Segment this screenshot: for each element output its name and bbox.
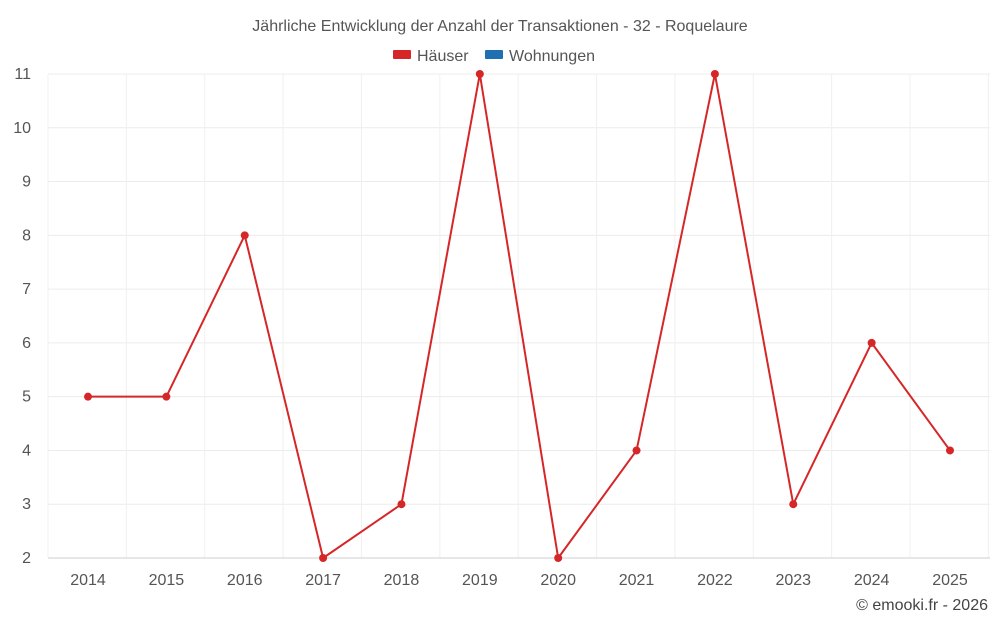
legend-item-wohnungen[interactable]: Wohnungen [485, 48, 595, 65]
data-point[interactable] [554, 554, 563, 562]
y-tick-label: 5 [22, 389, 31, 406]
data-point[interactable] [710, 70, 719, 78]
data-point[interactable] [632, 446, 641, 455]
data-point[interactable] [946, 446, 954, 455]
x-tick-label: 2019 [462, 572, 498, 589]
data-point[interactable] [240, 231, 249, 240]
x-tick-label: 2024 [854, 572, 890, 589]
data-point[interactable] [84, 392, 92, 401]
data-point[interactable] [867, 338, 876, 347]
y-tick-label: 8 [22, 227, 31, 244]
y-tick-label: 11 [14, 66, 31, 83]
series-haeuser [84, 70, 954, 562]
x-tick-label: 2025 [932, 572, 968, 589]
x-tick-label: 2018 [384, 572, 420, 589]
x-tick-label: 2017 [305, 572, 341, 589]
legend-swatch-wohnungen [485, 50, 503, 59]
x-axis: 2014 2015 2016 2017 2018 2019 2020 2021 2022 2023… [48, 557, 990, 589]
y-tick-label: 6 [22, 335, 31, 352]
series-line [88, 73, 951, 559]
x-tick-label: 2023 [775, 572, 811, 589]
data-point[interactable] [319, 554, 328, 562]
legend-label-haeuser: Häuser [417, 48, 469, 65]
x-tick-label: 2021 [619, 572, 655, 589]
y-tick-label: 10 [13, 120, 31, 137]
x-tick-label: 2022 [697, 572, 733, 589]
x-tick-label: 2015 [149, 572, 185, 589]
data-point[interactable] [789, 500, 798, 509]
y-axis: 2 3 4 5 6 7 8 9 10 11 [13, 66, 31, 567]
y-tick-label: 3 [22, 496, 31, 513]
data-point[interactable] [397, 500, 406, 509]
legend-item-haeuser[interactable]: Häuser [393, 48, 469, 65]
y-tick-label: 9 [22, 174, 31, 191]
x-tick-label: 2020 [540, 572, 576, 589]
legend: Häuser Wohnungen [393, 48, 595, 65]
credit-text: © emooki.fr - 2026 [856, 597, 988, 614]
y-tick-label: 7 [22, 281, 31, 298]
data-point[interactable] [475, 70, 484, 78]
x-tick-label: 2016 [227, 572, 263, 589]
x-tick-label: 2014 [70, 572, 106, 589]
legend-swatch-haeuser [393, 50, 411, 59]
y-tick-label: 2 [22, 550, 31, 567]
legend-label-wohnungen: Wohnungen [509, 48, 595, 65]
chart-title: Jährliche Entwicklung der Anzahl der Tra… [252, 18, 747, 35]
y-tick-label: 4 [22, 442, 31, 459]
data-point[interactable] [162, 392, 171, 401]
